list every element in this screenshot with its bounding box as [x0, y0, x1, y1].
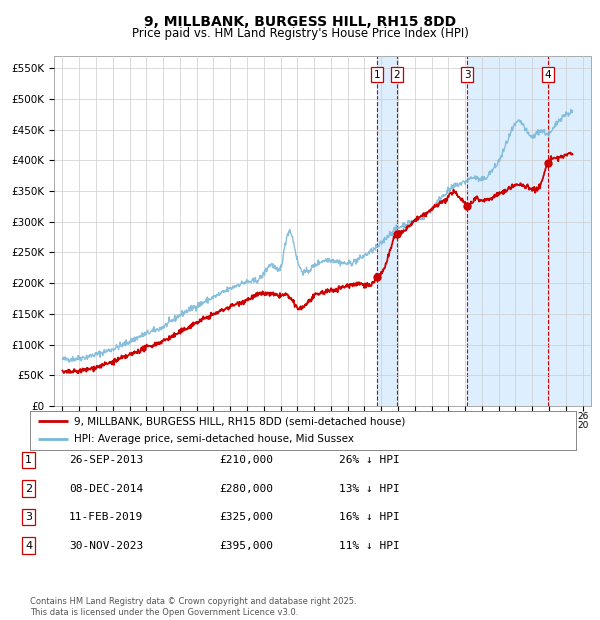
- Text: 30-NOV-2023: 30-NOV-2023: [69, 541, 143, 551]
- Text: Price paid vs. HM Land Registry's House Price Index (HPI): Price paid vs. HM Land Registry's House …: [131, 27, 469, 40]
- Text: 9, MILLBANK, BURGESS HILL, RH15 8DD: 9, MILLBANK, BURGESS HILL, RH15 8DD: [144, 16, 456, 30]
- Bar: [548, 56, 600, 406]
- Text: 11% ↓ HPI: 11% ↓ HPI: [339, 541, 400, 551]
- Text: 16% ↓ HPI: 16% ↓ HPI: [339, 512, 400, 522]
- Text: £280,000: £280,000: [219, 484, 273, 494]
- Text: 4: 4: [544, 70, 551, 80]
- Text: 3: 3: [464, 70, 470, 80]
- Text: 3: 3: [25, 512, 32, 522]
- Text: Contains HM Land Registry data © Crown copyright and database right 2025.
This d: Contains HM Land Registry data © Crown c…: [30, 598, 356, 617]
- Text: 4: 4: [25, 541, 32, 551]
- Text: 08-DEC-2014: 08-DEC-2014: [69, 484, 143, 494]
- Text: 26-SEP-2013: 26-SEP-2013: [69, 455, 143, 465]
- Text: HPI: Average price, semi-detached house, Mid Sussex: HPI: Average price, semi-detached house,…: [74, 434, 353, 444]
- Text: 13% ↓ HPI: 13% ↓ HPI: [339, 484, 400, 494]
- Text: 9, MILLBANK, BURGESS HILL, RH15 8DD (semi-detached house): 9, MILLBANK, BURGESS HILL, RH15 8DD (sem…: [74, 417, 405, 427]
- Bar: [467, 56, 548, 406]
- Text: 26% ↓ HPI: 26% ↓ HPI: [339, 455, 400, 465]
- Text: 1: 1: [374, 70, 380, 80]
- Text: £210,000: £210,000: [219, 455, 273, 465]
- Text: 1: 1: [25, 455, 32, 465]
- Bar: [377, 56, 397, 406]
- Text: 11-FEB-2019: 11-FEB-2019: [69, 512, 143, 522]
- Text: 2: 2: [25, 484, 32, 494]
- Text: 2: 2: [394, 70, 400, 80]
- Text: £325,000: £325,000: [219, 512, 273, 522]
- Text: £395,000: £395,000: [219, 541, 273, 551]
